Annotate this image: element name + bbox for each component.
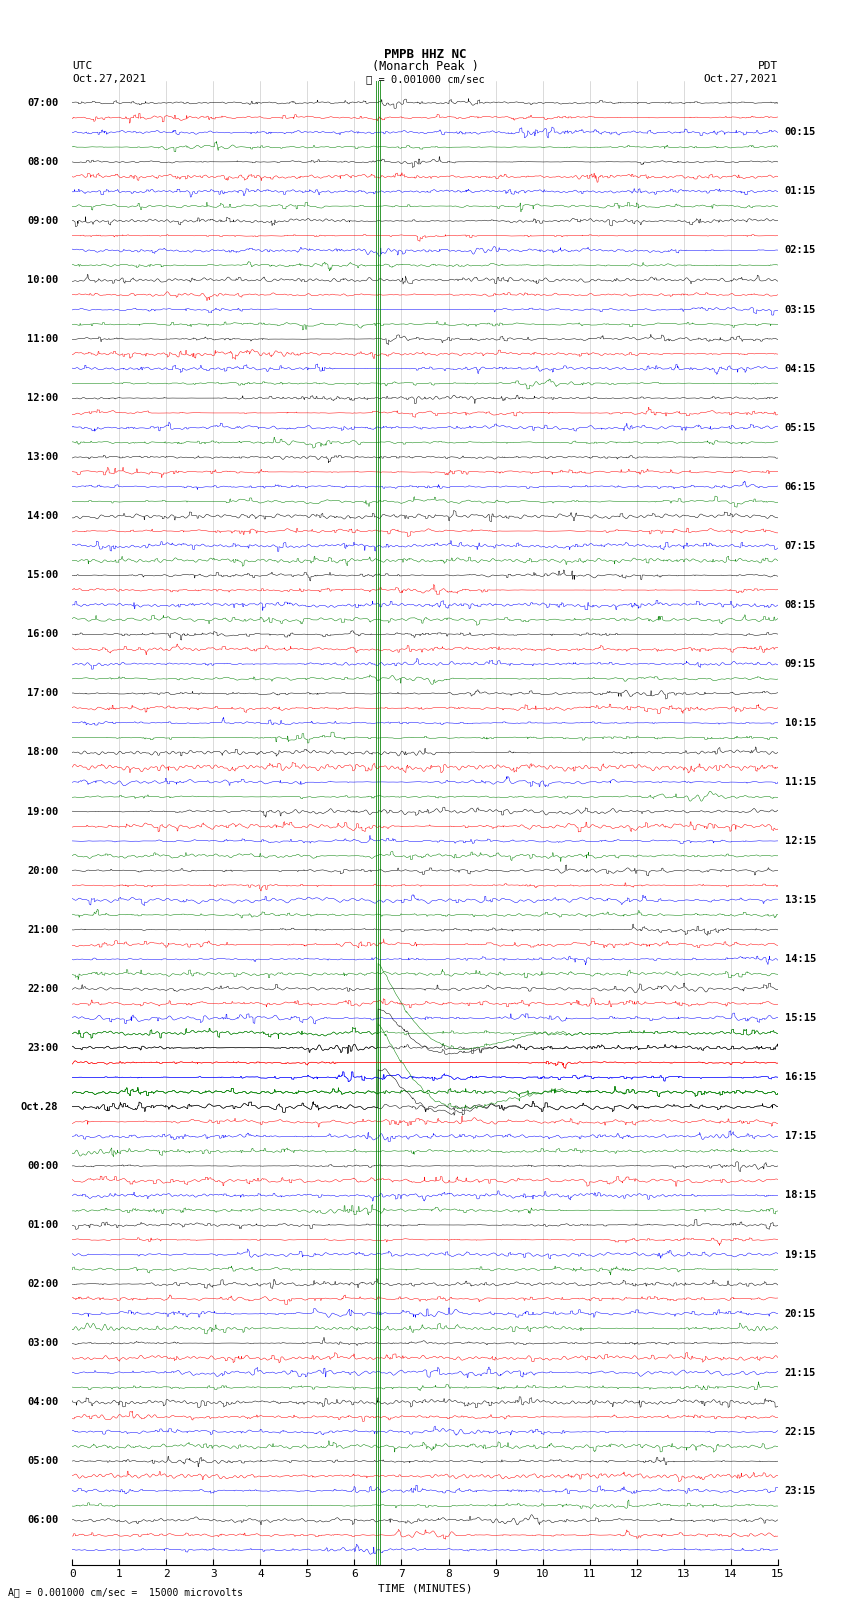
Text: 18:15: 18:15 [785,1190,816,1200]
Text: 16:00: 16:00 [27,629,58,639]
Text: 22:00: 22:00 [27,984,58,994]
Text: 20:00: 20:00 [27,866,58,876]
Text: 09:15: 09:15 [785,658,816,669]
Text: 03:15: 03:15 [785,305,816,315]
Text: 15:00: 15:00 [27,571,58,581]
Text: 18:00: 18:00 [27,747,58,758]
Text: 05:15: 05:15 [785,423,816,432]
Text: ⎴ = 0.001000 cm/sec: ⎴ = 0.001000 cm/sec [366,74,484,84]
Text: 05:00: 05:00 [27,1457,58,1466]
Text: 12:15: 12:15 [785,836,816,847]
Text: 06:00: 06:00 [27,1515,58,1526]
Text: 15:15: 15:15 [785,1013,816,1023]
X-axis label: TIME (MINUTES): TIME (MINUTES) [377,1584,473,1594]
Text: UTC: UTC [72,61,93,71]
Text: 13:15: 13:15 [785,895,816,905]
Text: A⎴ = 0.001000 cm/sec =  15000 microvolts: A⎴ = 0.001000 cm/sec = 15000 microvolts [8,1587,243,1597]
Text: 19:00: 19:00 [27,806,58,816]
Text: 04:15: 04:15 [785,363,816,374]
Text: 14:00: 14:00 [27,511,58,521]
Text: 10:15: 10:15 [785,718,816,727]
Text: 10:00: 10:00 [27,274,58,286]
Text: PDT: PDT [757,61,778,71]
Text: 11:00: 11:00 [27,334,58,344]
Text: 07:15: 07:15 [785,540,816,550]
Text: 08:00: 08:00 [27,156,58,166]
Text: PMPB HHZ NC: PMPB HHZ NC [383,48,467,61]
Text: 02:15: 02:15 [785,245,816,255]
Text: Oct.27,2021: Oct.27,2021 [704,74,778,84]
Text: 23:00: 23:00 [27,1044,58,1053]
Text: 02:00: 02:00 [27,1279,58,1289]
Text: 06:15: 06:15 [785,482,816,492]
Text: Oct.27,2021: Oct.27,2021 [72,74,146,84]
Text: 03:00: 03:00 [27,1339,58,1348]
Text: 07:00: 07:00 [27,98,58,108]
Text: 19:15: 19:15 [785,1250,816,1260]
Text: 16:15: 16:15 [785,1073,816,1082]
Text: 14:15: 14:15 [785,955,816,965]
Text: 04:00: 04:00 [27,1397,58,1407]
Text: (Monarch Peak ): (Monarch Peak ) [371,60,479,73]
Text: 17:00: 17:00 [27,689,58,698]
Text: 21:00: 21:00 [27,924,58,934]
Text: 17:15: 17:15 [785,1131,816,1142]
Text: 11:15: 11:15 [785,777,816,787]
Text: 01:00: 01:00 [27,1219,58,1231]
Text: 23:15: 23:15 [785,1486,816,1495]
Text: 00:15: 00:15 [785,127,816,137]
Text: 08:15: 08:15 [785,600,816,610]
Text: 21:15: 21:15 [785,1368,816,1378]
Text: 13:00: 13:00 [27,452,58,463]
Text: 01:15: 01:15 [785,187,816,197]
Text: 20:15: 20:15 [785,1308,816,1318]
Text: Oct.28: Oct.28 [20,1102,58,1111]
Text: 12:00: 12:00 [27,394,58,403]
Text: 22:15: 22:15 [785,1428,816,1437]
Text: 00:00: 00:00 [27,1161,58,1171]
Text: 09:00: 09:00 [27,216,58,226]
